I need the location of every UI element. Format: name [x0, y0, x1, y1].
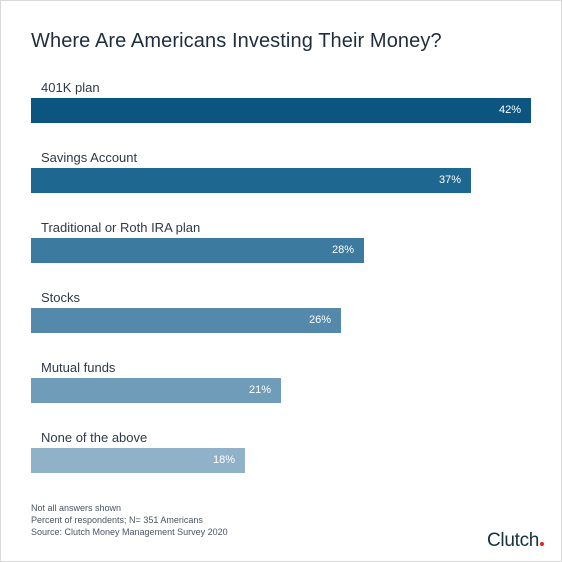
chart-title: Where Are Americans Investing Their Mone… — [31, 30, 442, 52]
bar: 37% — [31, 168, 471, 193]
bar-value-label: 26% — [308, 314, 331, 326]
bar: 18% — [31, 448, 245, 473]
clutch-logo-dot — [540, 542, 545, 546]
category-label: None of the above — [41, 430, 148, 445]
chart-notes: Not all answers shown Percent of respond… — [31, 502, 228, 538]
category-label: 401K plan — [41, 80, 100, 95]
clutch-logo-text: Clutch — [487, 530, 540, 551]
bar: 21% — [31, 378, 281, 403]
bar-value-label: 37% — [438, 174, 461, 186]
bar: 26% — [31, 308, 341, 333]
note-answers-shown: Not all answers shown — [31, 503, 122, 513]
bar-value-label: 42% — [498, 104, 521, 116]
bar: 42% — [31, 98, 531, 123]
clutch-logo: Clutch — [487, 530, 545, 552]
bar-value-label: 18% — [212, 454, 235, 466]
category-label: Mutual funds — [41, 360, 116, 375]
category-label: Savings Account — [41, 150, 138, 165]
bar-value-label: 28% — [331, 244, 354, 256]
bar-value-label: 21% — [248, 384, 271, 396]
note-source: Source: Clutch Money Management Survey 2… — [31, 527, 228, 537]
bar: 28% — [31, 238, 364, 263]
category-label: Traditional or Roth IRA plan — [41, 220, 201, 235]
category-label: Stocks — [41, 290, 81, 305]
note-respondents: Percent of respondents; N= 351 Americans — [31, 515, 203, 525]
